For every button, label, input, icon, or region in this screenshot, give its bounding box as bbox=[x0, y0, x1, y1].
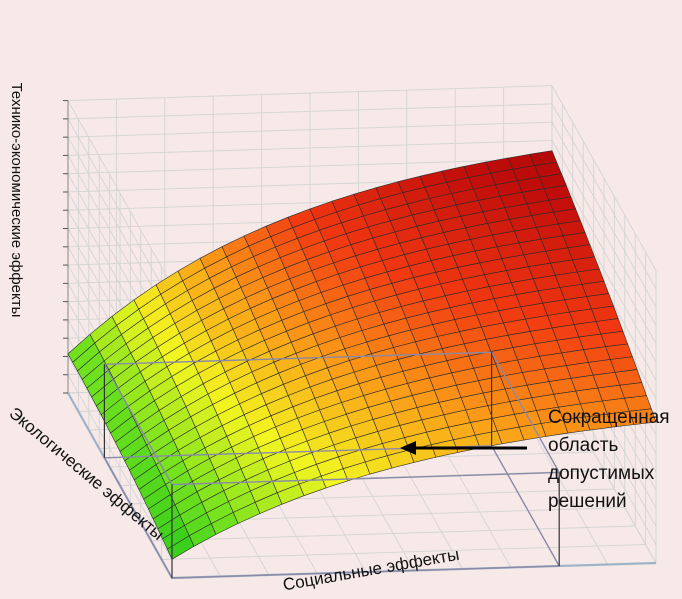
surface-plot bbox=[67, 150, 657, 560]
grid-line bbox=[551, 85, 657, 271]
grid-line bbox=[67, 374, 173, 560]
annotation-line: решений bbox=[548, 491, 627, 512]
annotation-line: Сокращенная bbox=[548, 407, 670, 428]
grid-line bbox=[67, 85, 553, 102]
annotation: Сокращенная область допустимых решений bbox=[548, 407, 670, 512]
grid-line bbox=[551, 103, 657, 290]
grid-line bbox=[67, 103, 553, 120]
annotation-line: область bbox=[548, 435, 618, 456]
reduced-region-box bbox=[103, 351, 561, 579]
grid-line bbox=[67, 139, 553, 156]
grid-line bbox=[67, 100, 173, 286]
surface-cell bbox=[628, 408, 657, 425]
grid-line bbox=[551, 121, 657, 308]
annotation-arrow bbox=[400, 441, 527, 455]
annotation-line: допустимых bbox=[548, 463, 655, 484]
grid-line bbox=[67, 121, 553, 138]
grid-line bbox=[67, 158, 553, 175]
grid-line bbox=[151, 525, 636, 542]
z-axis-label: Технико-экономические эффекты bbox=[8, 83, 25, 318]
grid-line bbox=[551, 158, 657, 344]
grid-line bbox=[551, 140, 657, 326]
grid-line bbox=[67, 118, 173, 305]
grid-line bbox=[161, 544, 646, 560]
